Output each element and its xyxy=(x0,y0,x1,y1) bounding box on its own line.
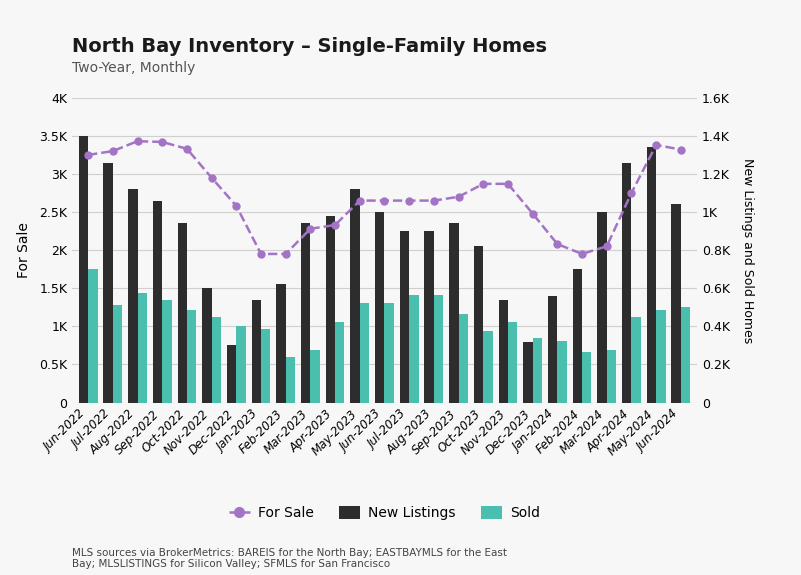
Bar xyxy=(326,216,335,402)
Bar xyxy=(261,328,271,402)
Bar xyxy=(474,246,483,402)
Bar xyxy=(276,285,286,402)
Bar xyxy=(598,212,606,402)
Bar xyxy=(88,269,98,402)
Bar xyxy=(301,224,311,402)
Bar xyxy=(606,350,616,402)
Bar xyxy=(252,300,261,402)
Bar xyxy=(533,338,542,402)
Bar xyxy=(103,163,113,402)
Bar xyxy=(498,300,508,402)
Y-axis label: For Sale: For Sale xyxy=(17,222,30,278)
Bar xyxy=(311,350,320,402)
Bar xyxy=(128,189,138,402)
Bar xyxy=(113,305,123,402)
Bar xyxy=(434,296,443,402)
Bar xyxy=(286,357,295,402)
Bar xyxy=(671,205,681,402)
Bar xyxy=(360,302,369,402)
Bar xyxy=(400,231,409,402)
Bar xyxy=(138,293,147,402)
Bar xyxy=(622,163,631,402)
Text: MLS sources via BrokerMetrics: BAREIS for the North Bay; EASTBAYMLS for the East: MLS sources via BrokerMetrics: BAREIS fo… xyxy=(72,547,507,569)
Bar xyxy=(573,269,582,402)
Bar xyxy=(187,309,196,402)
Bar xyxy=(449,224,458,402)
Bar xyxy=(202,288,211,402)
Bar xyxy=(425,231,434,402)
Bar xyxy=(211,317,221,402)
Bar xyxy=(582,352,591,402)
Bar xyxy=(78,136,88,402)
Bar xyxy=(409,296,419,402)
Bar xyxy=(236,327,246,402)
Legend: For Sale, New Listings, Sold: For Sale, New Listings, Sold xyxy=(223,501,545,526)
Bar xyxy=(681,307,690,402)
Bar xyxy=(163,300,171,402)
Bar xyxy=(350,189,360,402)
Text: North Bay Inventory – Single-Family Homes: North Bay Inventory – Single-Family Home… xyxy=(72,37,547,56)
Text: Two-Year, Monthly: Two-Year, Monthly xyxy=(72,61,195,75)
Bar xyxy=(646,147,656,402)
Bar xyxy=(483,331,493,402)
Bar xyxy=(656,309,666,402)
Bar xyxy=(631,317,641,402)
Bar xyxy=(178,224,187,402)
Bar xyxy=(557,340,567,402)
Bar xyxy=(335,321,344,402)
Y-axis label: New Listings and Sold Homes: New Listings and Sold Homes xyxy=(741,158,754,343)
Bar xyxy=(458,315,468,402)
Bar xyxy=(384,302,394,402)
Bar xyxy=(375,212,384,402)
Bar xyxy=(523,342,533,402)
Bar xyxy=(508,321,517,402)
Bar xyxy=(153,201,163,402)
Bar xyxy=(548,296,557,402)
Bar xyxy=(227,346,236,402)
